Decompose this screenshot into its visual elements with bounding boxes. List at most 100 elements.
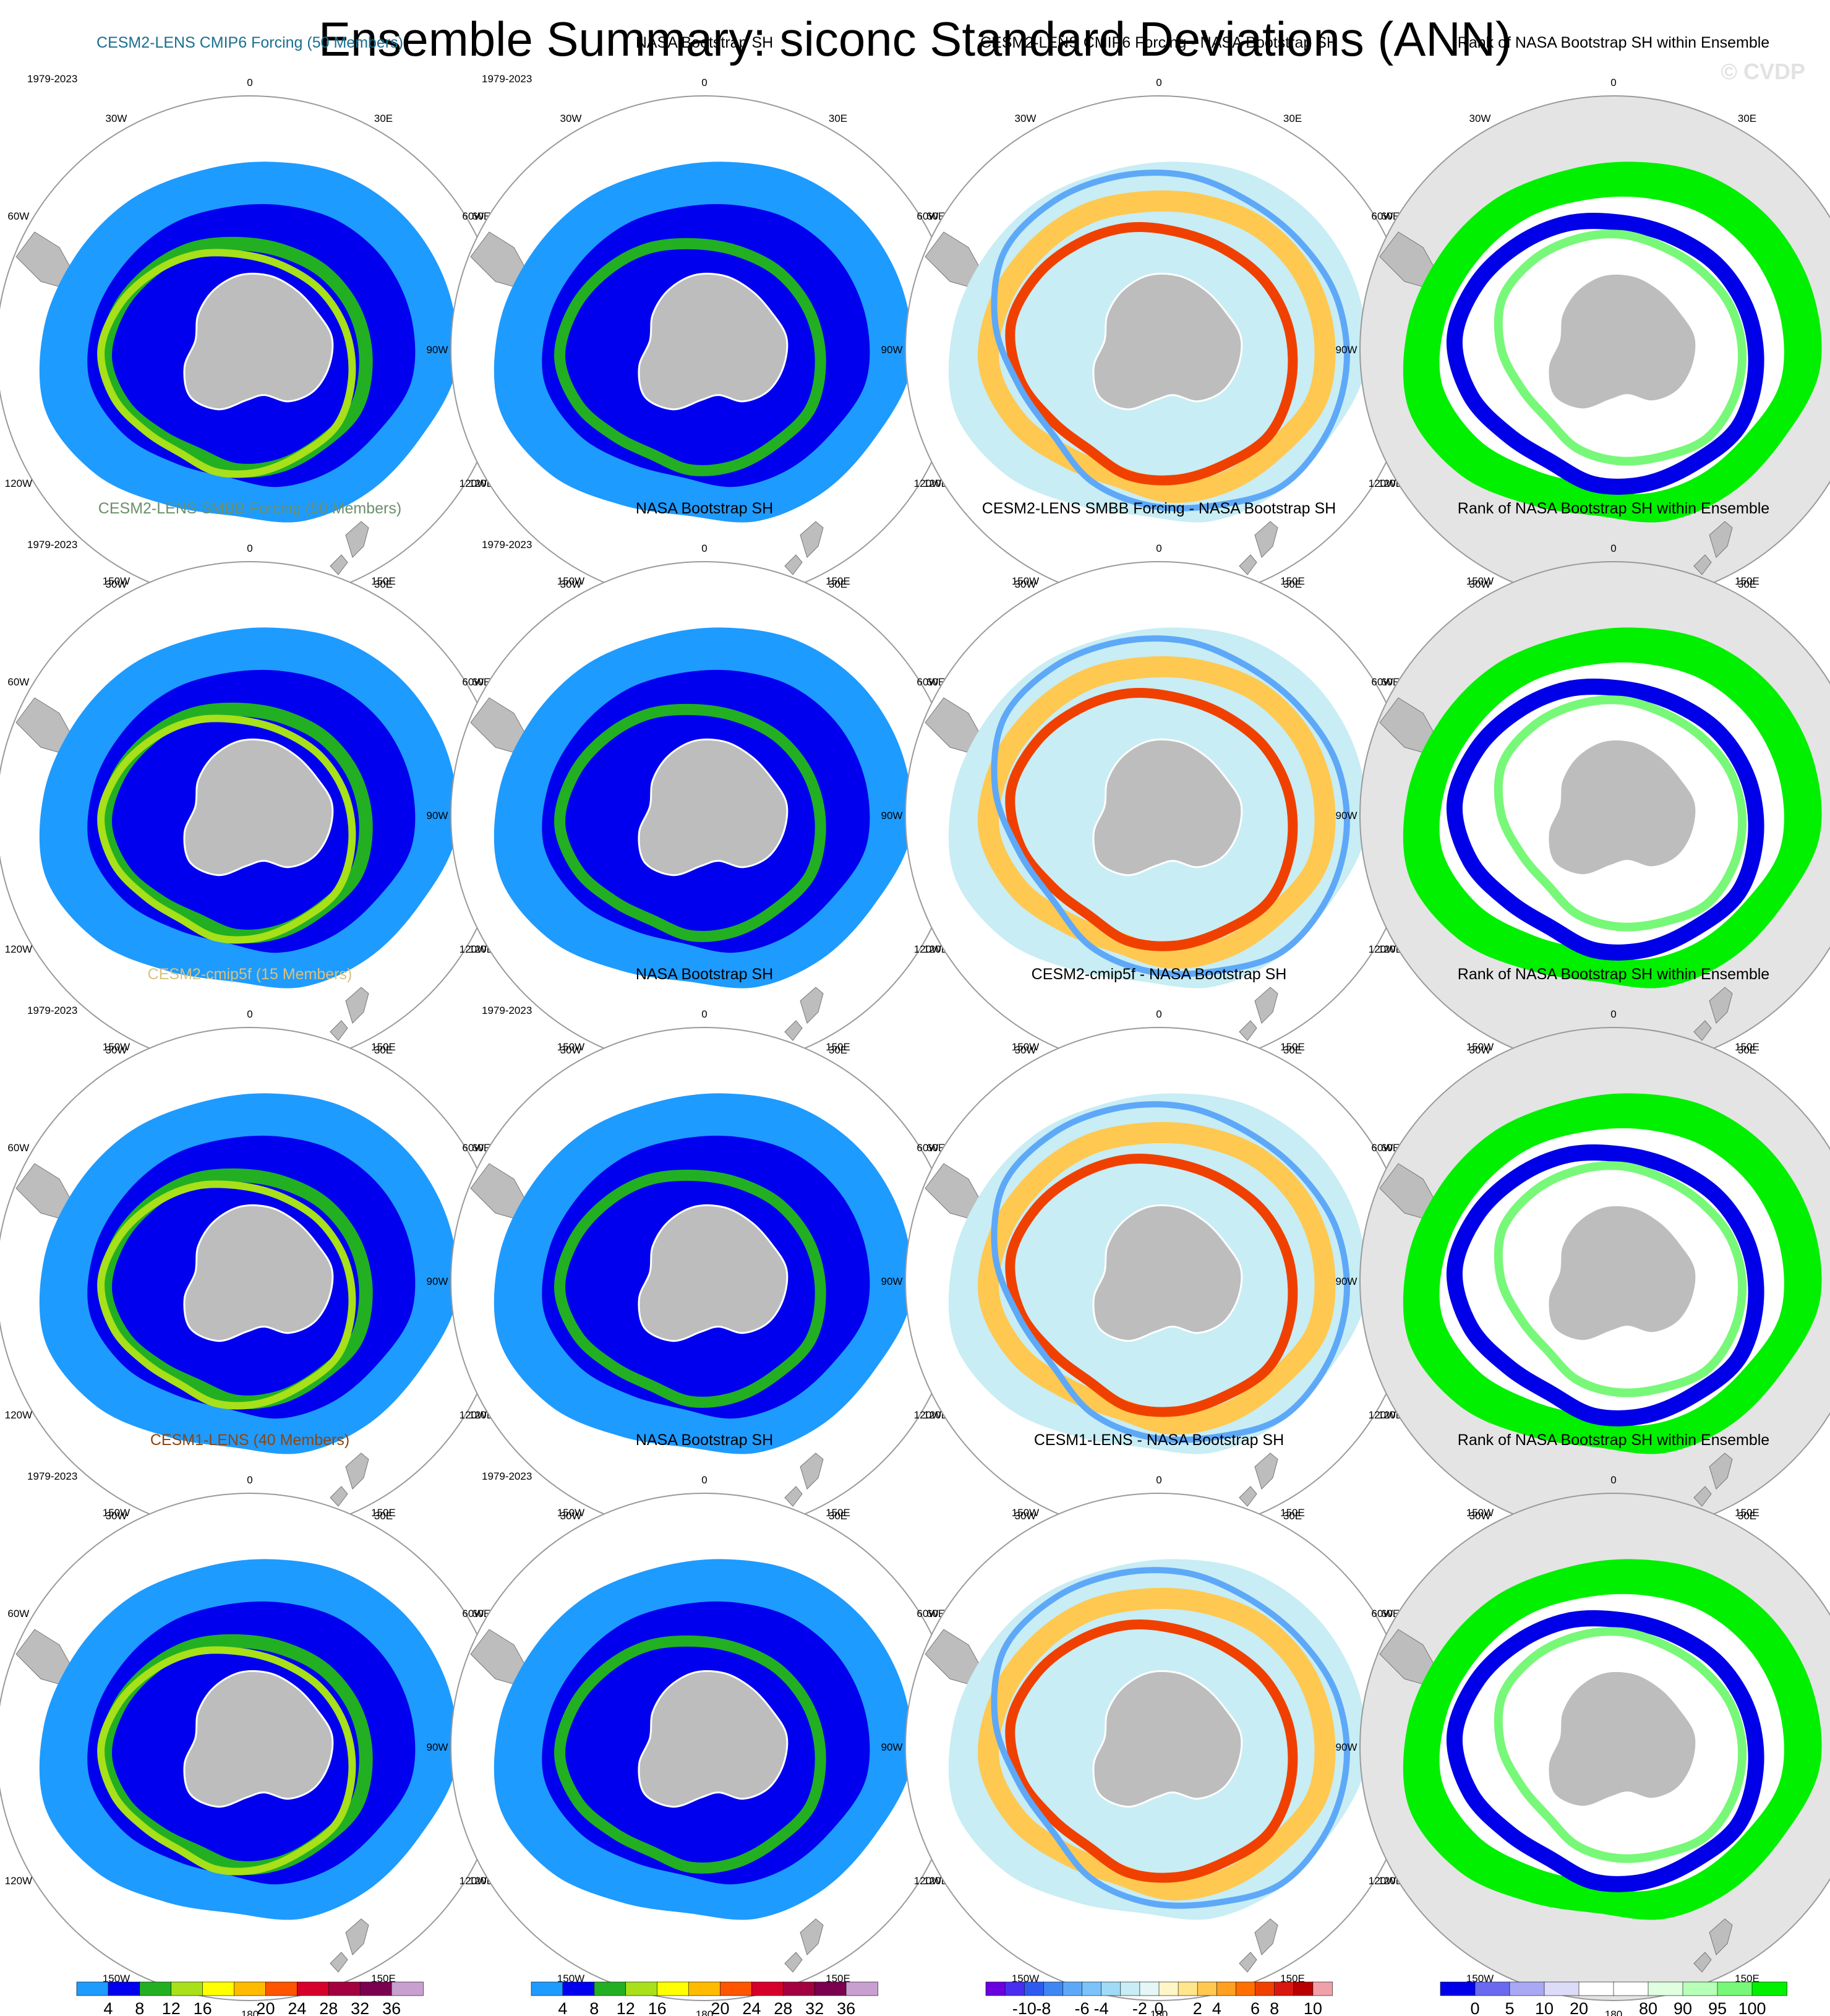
ice-band-zone — [554, 1635, 826, 1874]
colorbar-tick-label: 4 — [1212, 1999, 1221, 2016]
period-label: 1979-2023 — [27, 73, 77, 85]
colorbar-box — [265, 1981, 298, 1996]
longitude-label: 0 — [1610, 77, 1616, 88]
longitude-label: 60E — [1381, 1142, 1400, 1154]
colorbar-box — [1312, 1981, 1333, 1996]
colorbar-box — [1004, 1981, 1025, 1996]
antarctica-land — [638, 272, 789, 411]
longitude-label: 60E — [1381, 210, 1400, 222]
longitude-label: 60W — [1371, 676, 1393, 688]
panel-title: NASA Bootstrap SH — [636, 1431, 773, 1449]
colorbar-box — [1509, 1981, 1545, 1996]
colorbar-box — [1751, 1981, 1787, 1996]
island-land — [1239, 1486, 1257, 1507]
longitude-label: 90W — [1336, 810, 1358, 821]
longitude-label: 90W — [1336, 344, 1358, 356]
map-panel: 030E60E90E120E150E180150W120W90W60W30WRa… — [1336, 1431, 1830, 2016]
island-land — [1693, 1952, 1712, 1973]
colorbar-box — [391, 1981, 424, 1996]
longitude-label: 30E — [1283, 1510, 1302, 1522]
longitude-label: 60E — [926, 676, 945, 688]
colorbar-tick-label: 20 — [1570, 1999, 1588, 2016]
colorbar-tick-label: 32 — [805, 1999, 824, 2016]
colorbar-tick-label: -6 — [1075, 1999, 1090, 2016]
antarctica-land — [1547, 1670, 1698, 1808]
longitude-label: 150E — [371, 1973, 396, 1984]
rank-low-ring — [1446, 1610, 1764, 1892]
longitude-label: 90W — [881, 1276, 903, 1287]
map-content — [0, 1493, 503, 2001]
longitude-label: 60W — [462, 1142, 484, 1154]
panel-title: CESM2-LENS SMBB Forcing (50 Members) — [98, 500, 401, 517]
longitude-label: 30W — [1469, 578, 1491, 590]
map-panel: 030E60E90E120E150E180150W120W90W60W30WCE… — [0, 500, 526, 1089]
antarctica-land — [638, 1670, 789, 1808]
colorbar-box — [688, 1981, 721, 1996]
rank-high-ring — [1494, 229, 1747, 466]
longitude-label: 150W — [103, 575, 130, 587]
colorbar-box — [1293, 1981, 1314, 1996]
new-zealand-land — [345, 1452, 369, 1490]
island-land — [1693, 1486, 1712, 1507]
antarctica-land — [183, 738, 334, 877]
diff-negative-ring — [991, 635, 1350, 977]
diff-strong-ring — [1005, 687, 1298, 951]
colorbar-tick-label: 90 — [1674, 1999, 1692, 2016]
new-zealand-land — [1709, 987, 1733, 1024]
colorbar-tick-label: 36 — [382, 1999, 401, 2016]
longitude-label: 150W — [557, 575, 584, 587]
longitude-label: 0 — [1156, 77, 1161, 88]
colorbar-tick-label: 2 — [1193, 1999, 1202, 2016]
longitude-label: 120W — [914, 943, 941, 955]
map-content — [451, 1027, 958, 1535]
longitude-label: 180 — [1605, 2009, 1622, 2016]
colorbar-tick-label: 20 — [256, 1999, 275, 2016]
colorbar-tick-label: 5 — [1505, 1999, 1514, 2016]
colorbar-tick-label: 95 — [1708, 1999, 1727, 2016]
longitude-label: 150E — [826, 1507, 850, 1519]
map-panel: 030E60E90E120E150E180150W120W90W60W30WNA… — [427, 966, 981, 1555]
longitude-label: 120W — [1369, 1409, 1396, 1421]
longitude-label: 180 — [696, 2009, 713, 2016]
colorbar-box — [297, 1981, 330, 1996]
antarctica-land — [1092, 738, 1243, 877]
longitude-label: 60W — [917, 676, 938, 688]
longitude-label: 150E — [371, 575, 396, 587]
longitude-label: 30W — [1015, 1510, 1037, 1522]
colorbar-box — [562, 1981, 595, 1996]
map-content — [0, 1027, 503, 1535]
longitude-label: 120W — [5, 1409, 32, 1421]
longitude-label: 30W — [1469, 1510, 1491, 1522]
panel-title: CESM2-LENS SMBB Forcing - NASA Bootstrap… — [982, 500, 1336, 517]
longitude-label: 150W — [1466, 1973, 1494, 1984]
antarctica-land — [183, 1670, 334, 1808]
new-zealand-land — [1254, 1452, 1278, 1490]
diff-strong-ring — [1005, 221, 1298, 486]
colorbar-box — [1544, 1981, 1580, 1996]
map-panel: 030E60E90E120E150E180150W120W90W60W30WNA… — [427, 34, 981, 623]
colorbar-tick-label: -10 — [1012, 1999, 1037, 2016]
longitude-label: 60W — [7, 1608, 29, 1619]
new-zealand-land — [800, 987, 824, 1024]
map-panel: 030E60E90E120E150E180150W120W90W60W30WCE… — [881, 1431, 1436, 2016]
map-panel: 030E60E90E120E150E180150W120W90W60W30WNA… — [427, 500, 981, 1089]
longitude-label: 150W — [1012, 1973, 1039, 1984]
colorbar-box — [1158, 1981, 1179, 1996]
diff-strong-ring — [1005, 1153, 1298, 1417]
longitude-label: 90W — [1336, 1276, 1358, 1287]
island-land — [1239, 554, 1257, 575]
rank-low-ring — [1446, 678, 1764, 961]
colorbar-box — [985, 1981, 1006, 1996]
colorbar-tick-label: 28 — [774, 1999, 792, 2016]
longitude-label: 60W — [7, 676, 29, 688]
colorbar-tick-label: 12 — [162, 1999, 181, 2016]
longitude-label: 120W — [460, 943, 487, 955]
longitude-label: 30W — [106, 578, 127, 590]
longitude-label: 60W — [462, 1608, 484, 1619]
diff-positive-ring — [978, 190, 1336, 504]
longitude-label: 30E — [829, 113, 847, 124]
map-panel: 030E60E90E120E150E180150W120W90W60W30WCE… — [0, 34, 526, 623]
longitude-label: 180 — [241, 2009, 259, 2016]
longitude-label: 30W — [1015, 113, 1037, 124]
colorbar-box — [202, 1981, 235, 1996]
